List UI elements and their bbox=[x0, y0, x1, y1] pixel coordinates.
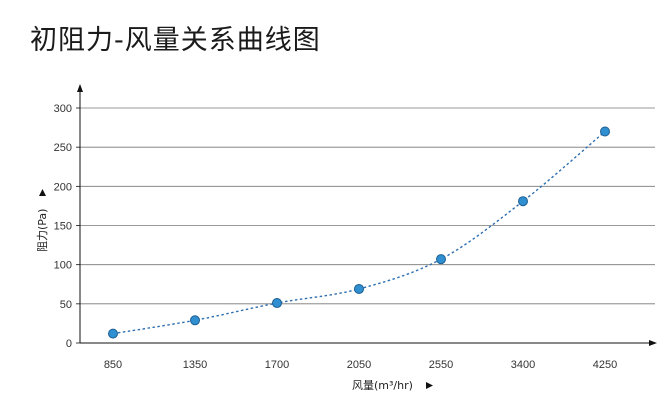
chart-title: 初阻力-风量关系曲线图 bbox=[30, 25, 321, 56]
x-axis-arrow bbox=[649, 340, 657, 346]
y-label-arrow bbox=[39, 189, 46, 196]
data-point bbox=[518, 196, 528, 207]
y-axis-arrow bbox=[77, 84, 83, 92]
data-point bbox=[272, 298, 282, 309]
x-tick-label: 3400 bbox=[511, 359, 535, 371]
x-tick-label: 850 bbox=[104, 359, 122, 371]
data-point bbox=[108, 328, 118, 339]
x-tick-label: 2050 bbox=[347, 359, 371, 371]
x-label-arrow bbox=[426, 382, 433, 389]
y-tick-label: 100 bbox=[54, 260, 72, 272]
data-point bbox=[436, 254, 446, 265]
series-line bbox=[112, 130, 606, 335]
y-tick-label: 300 bbox=[54, 103, 72, 115]
x-tick-label: 2550 bbox=[429, 359, 453, 371]
y-tick-label: 0 bbox=[66, 338, 72, 350]
gridlines bbox=[80, 107, 655, 305]
data-point bbox=[600, 126, 610, 137]
y-tick-label: 150 bbox=[54, 221, 72, 233]
tick-labels: 0 50 100 150 200 250 300 850 1350 1700 2050 2550 340… bbox=[54, 103, 618, 371]
x-tick-label: 1700 bbox=[265, 359, 289, 371]
data-point bbox=[354, 283, 364, 294]
axes bbox=[39, 84, 657, 389]
x-tick-label: 4250 bbox=[593, 359, 617, 371]
y-tick-label: 250 bbox=[54, 142, 72, 154]
y-axis-label: 阻力(Pa) bbox=[36, 209, 49, 252]
x-axis-label: 风量(m³/hr) bbox=[352, 379, 413, 392]
data-point bbox=[190, 315, 200, 326]
x-tick-label: 1350 bbox=[183, 359, 207, 371]
data-series bbox=[108, 126, 610, 339]
y-tick-label: 50 bbox=[60, 299, 72, 311]
y-tick-label: 200 bbox=[54, 181, 72, 193]
